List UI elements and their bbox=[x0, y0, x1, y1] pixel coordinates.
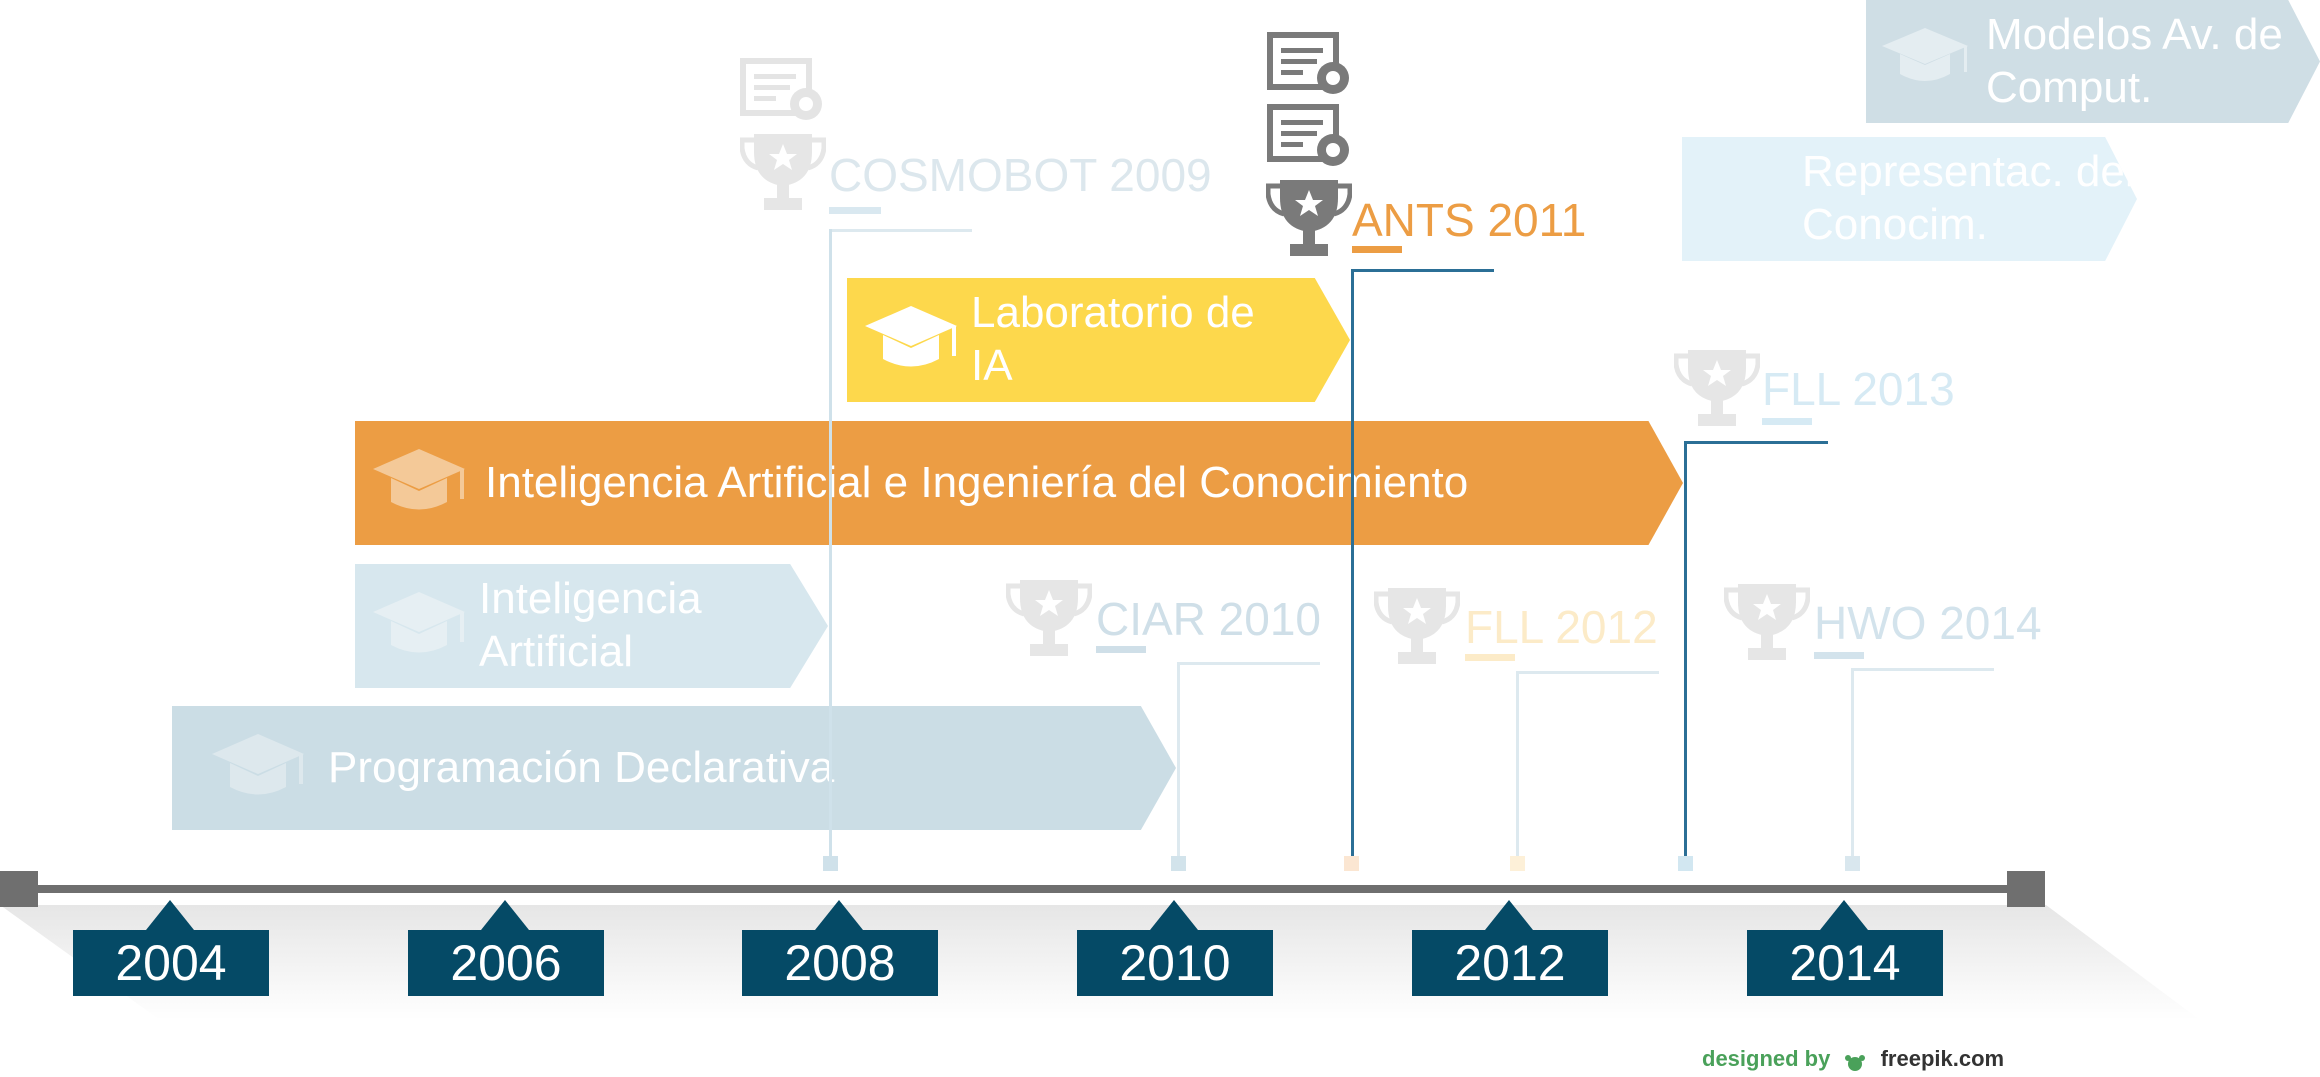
event-leader-hwo bbox=[1852, 668, 1994, 671]
event-label-hwo: HWO 2014 bbox=[1814, 597, 2042, 649]
event-leader-ciar bbox=[1178, 662, 1320, 665]
event-label-underline bbox=[1352, 246, 1402, 253]
course-arrow-programacion: Programación Declarativa bbox=[172, 706, 1176, 830]
axis-end-cap bbox=[2007, 871, 2045, 907]
event-label-underline bbox=[1465, 654, 1515, 661]
course-label: Modelos Av. de Comput. bbox=[1986, 9, 2283, 112]
certificate-icon bbox=[1267, 104, 1349, 166]
year-tag-2010: 2010 bbox=[1077, 930, 1273, 996]
event-label-underline bbox=[1762, 418, 1812, 425]
graduation-cap-icon bbox=[373, 449, 465, 510]
course-arrow-iaic: Inteligencia Artificial e Ingeniería del… bbox=[355, 421, 1683, 545]
event-leader-cosmobot bbox=[830, 229, 972, 232]
year-tag-pointer bbox=[815, 900, 863, 930]
event-label-fll2012: FLL 2012 bbox=[1465, 601, 1658, 653]
timeline-marker bbox=[1678, 856, 1693, 871]
course-label: Inteligencia Artificial e Ingeniería del… bbox=[485, 457, 1469, 507]
year-tag-2006: 2006 bbox=[408, 930, 604, 996]
event-stem-ants bbox=[1351, 269, 1354, 869]
course-label: Inteligencia Artificial bbox=[479, 574, 702, 676]
trophy-icon bbox=[1674, 350, 1760, 426]
event-label-underline bbox=[1814, 652, 1864, 659]
certificate-icon bbox=[1267, 32, 1349, 94]
event-stem-hwo bbox=[1851, 668, 1854, 869]
year-tag-pointer bbox=[1820, 900, 1868, 930]
course-label: Representac. del Conocim. bbox=[1802, 147, 2135, 249]
event-label-ciar: CIAR 2010 bbox=[1096, 593, 1322, 645]
event-stem-fll2013 bbox=[1684, 441, 1687, 869]
event-label-ants: ANTS 2011 bbox=[1352, 194, 1587, 246]
year-tag-pointer bbox=[481, 900, 529, 930]
year-tag-2008: 2008 bbox=[742, 930, 938, 996]
event-label-cosmobot: COSMOBOT 2009 bbox=[829, 149, 1212, 201]
event-leader-ants bbox=[1352, 269, 1494, 272]
event-leader-fll2013 bbox=[1685, 441, 1828, 444]
course-label: Programación Declarativa bbox=[328, 742, 835, 792]
trophy-icon bbox=[1006, 580, 1092, 656]
course-arrow-laboratorio: Laboratorio de IA bbox=[847, 278, 1350, 402]
event-stem-cosmobot bbox=[829, 229, 832, 869]
course-arrow-modelos: Modelos Av. de Comput. bbox=[1866, 0, 2320, 123]
credit-brand: freepik.com bbox=[1880, 1046, 2005, 1071]
credit-prefix: designed by bbox=[1702, 1046, 1831, 1071]
trophy-icon bbox=[740, 134, 826, 210]
event-label-underline bbox=[829, 207, 881, 214]
year-tag-pointer bbox=[1150, 900, 1198, 930]
graduation-cap-icon bbox=[212, 734, 304, 795]
year-tag-2004: 2004 bbox=[73, 930, 269, 996]
credit-line: designed by freepik.com bbox=[1702, 1046, 2004, 1072]
graduation-cap-icon bbox=[373, 592, 465, 653]
timeline-marker bbox=[1344, 856, 1359, 871]
year-tag-pointer bbox=[146, 900, 194, 930]
course-arrow-representacion: Representac. del Conocim. bbox=[1682, 137, 2137, 261]
timeline-marker bbox=[823, 856, 838, 871]
graduation-cap-icon bbox=[865, 306, 957, 367]
event-label-underline bbox=[1096, 646, 1146, 653]
trophy-icon bbox=[1266, 180, 1352, 256]
course-label: Laboratorio de IA bbox=[971, 288, 1255, 390]
trophy-icon bbox=[1374, 588, 1460, 664]
timeline-marker bbox=[1845, 856, 1860, 871]
event-leader-fll2012 bbox=[1517, 671, 1659, 674]
axis-start-cap bbox=[0, 871, 38, 907]
course-arrow-ia: Inteligencia Artificial bbox=[355, 564, 828, 688]
event-stem-ciar bbox=[1177, 662, 1180, 869]
timeline-axis bbox=[18, 885, 2028, 893]
timeline-marker bbox=[1171, 856, 1186, 871]
year-tag-2014: 2014 bbox=[1747, 930, 1943, 996]
event-label-fll2013: FLL 2013 bbox=[1762, 363, 1955, 415]
timeline-marker bbox=[1510, 856, 1525, 871]
year-tag-pointer bbox=[1485, 900, 1533, 930]
event-stem-fll2012 bbox=[1516, 671, 1519, 869]
certificate-icon bbox=[740, 58, 822, 120]
year-tag-2012: 2012 bbox=[1412, 930, 1608, 996]
graduation-cap-icon bbox=[1882, 28, 1968, 81]
trophy-icon bbox=[1724, 584, 1810, 660]
freepik-logo-icon bbox=[1842, 1051, 1868, 1072]
